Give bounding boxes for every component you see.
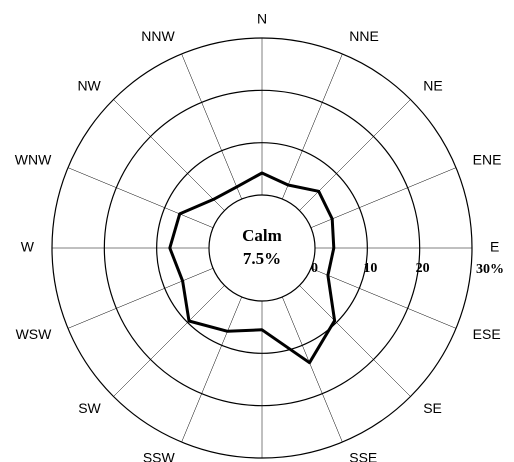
direction-label: W	[21, 239, 35, 255]
direction-label: SSE	[349, 449, 377, 462]
spoke	[299, 285, 411, 397]
ring	[156, 142, 368, 354]
r-tick-label: 10	[363, 261, 377, 276]
direction-label: NE	[423, 77, 442, 93]
calm-value: 7.5%	[243, 249, 281, 268]
direction-label: NNE	[349, 28, 379, 44]
direction-label: SW	[78, 400, 101, 416]
direction-label: ENE	[473, 151, 502, 167]
wind-line	[168, 171, 337, 365]
direction-label: SSW	[143, 449, 176, 462]
spoke	[282, 296, 343, 443]
r-tick-label: 20	[416, 261, 430, 276]
direction-label: ESE	[473, 326, 501, 342]
spoke	[181, 53, 242, 200]
spoke	[181, 296, 242, 443]
direction-label: N	[257, 11, 267, 27]
spoke	[282, 53, 343, 200]
spoke	[67, 167, 214, 228]
spoke	[67, 268, 214, 329]
r-tick-label: 30%	[476, 262, 504, 277]
direction-label: NNW	[141, 28, 175, 44]
direction-label: E	[490, 239, 499, 255]
spoke	[310, 167, 457, 228]
r-tick-label: 0	[311, 261, 318, 276]
calm-label: Calm	[242, 226, 282, 245]
direction-label: NW	[77, 77, 101, 93]
ring	[208, 194, 316, 302]
ring	[51, 37, 473, 459]
direction-label: SE	[423, 400, 442, 416]
spoke	[299, 99, 411, 211]
ring	[103, 89, 421, 407]
direction-label: WSW	[16, 326, 53, 342]
spoke	[310, 268, 457, 329]
spoke	[113, 285, 225, 397]
spoke	[113, 99, 225, 211]
direction-label: WNW	[15, 151, 52, 167]
